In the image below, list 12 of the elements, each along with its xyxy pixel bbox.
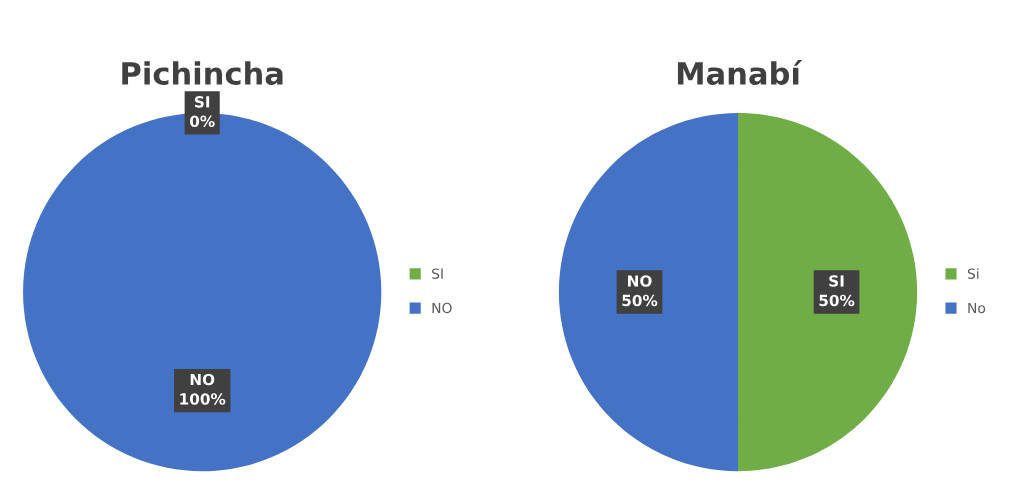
legend-label: NO <box>432 302 452 314</box>
pie-slice <box>738 112 918 472</box>
chart-title: Manabí <box>677 60 803 85</box>
legend-label: No <box>968 302 986 314</box>
chart-title: Pichincha <box>122 61 283 85</box>
legend-label: SI <box>432 268 443 279</box>
text: SI 0% <box>189 96 215 128</box>
pie-slice <box>558 112 739 472</box>
data-label: SI 50% <box>819 275 855 307</box>
data-label: NO 100% <box>180 373 226 405</box>
data-label: NO 50% <box>622 275 658 307</box>
legend-label: Si <box>967 268 979 279</box>
